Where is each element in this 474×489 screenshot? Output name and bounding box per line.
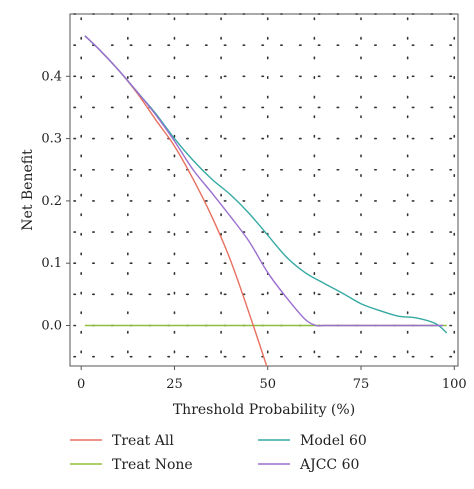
y-axis-title: Net Benefit [20, 149, 36, 231]
legend-label-ajcc-60: AJCC 60 [299, 457, 359, 473]
grid-dots [73, 13, 456, 363]
series-lines [84, 35, 448, 366]
legend: Treat All Treat None Model 60 AJCC 60 [70, 433, 367, 473]
y-tick-label: 0.4 [41, 69, 62, 84]
series-line-ajcc-60 [84, 35, 444, 327]
y-tick-label: 0.2 [41, 194, 62, 209]
axis-ticks: 0 25 50 75 100 0.0 0.1 0.2 0.3 0.4 [41, 69, 466, 392]
series-line-treat-all [84, 35, 268, 366]
legend-label-treat-all: Treat All [112, 433, 174, 449]
x-tick-label: 0 [77, 377, 85, 392]
y-tick-label: 0.3 [41, 132, 62, 147]
x-tick-label: 75 [353, 377, 370, 392]
series-line-model-60 [84, 35, 448, 334]
x-axis-title: Threshold Probability (%) [173, 402, 355, 418]
x-tick-label: 25 [166, 377, 183, 392]
legend-label-treat-none: Treat None [112, 457, 193, 473]
y-tick-label: 0.1 [41, 256, 62, 271]
x-tick-label: 100 [442, 377, 467, 392]
x-tick-label: 50 [259, 377, 276, 392]
legend-label-model-60: Model 60 [300, 433, 367, 449]
y-tick-label: 0.0 [41, 319, 62, 334]
